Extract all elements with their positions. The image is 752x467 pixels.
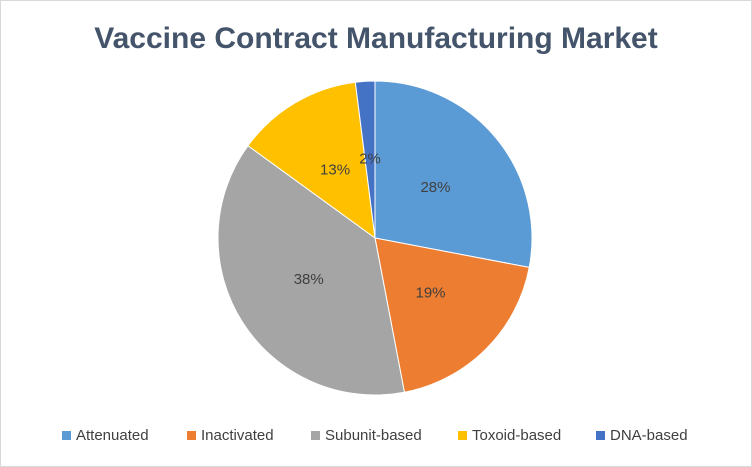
legend-label: DNA-based xyxy=(610,427,688,444)
pie-slice xyxy=(354,80,376,239)
legend-swatch xyxy=(311,431,320,440)
legend-label: Attenuated xyxy=(76,427,149,444)
pie-slice xyxy=(247,81,376,240)
legend-label: Inactivated xyxy=(201,427,274,444)
data-label: 38% xyxy=(294,271,324,288)
legend-swatch xyxy=(458,431,467,440)
legend-swatch xyxy=(187,431,196,440)
legend-swatch xyxy=(62,431,71,440)
pie-slice xyxy=(217,145,406,396)
pie-slice xyxy=(374,80,533,269)
data-label: 28% xyxy=(420,179,450,196)
data-label: 19% xyxy=(415,284,445,301)
chart-title: Vaccine Contract Manufacturing Market xyxy=(94,22,657,55)
data-label: 2% xyxy=(359,151,381,168)
legend-label: Subunit-based xyxy=(325,427,422,444)
data-label: 13% xyxy=(320,161,350,178)
legend-swatch xyxy=(596,431,605,440)
legend-label: Toxoid-based xyxy=(472,427,561,444)
pie-slice xyxy=(374,237,530,393)
